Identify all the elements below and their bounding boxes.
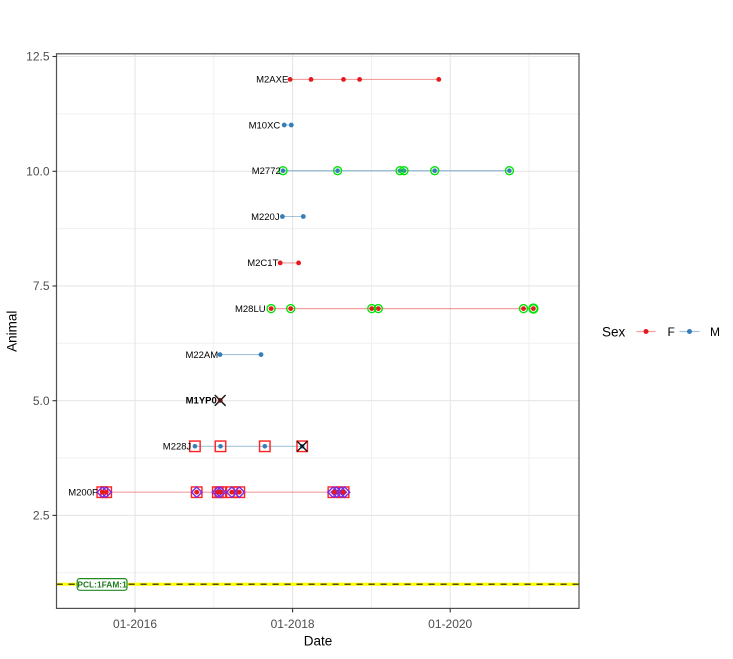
svg-text:F: F — [668, 325, 675, 339]
svg-text:10.0: 10.0 — [26, 165, 50, 179]
svg-text:2.5: 2.5 — [33, 509, 50, 523]
svg-text:01-2018: 01-2018 — [271, 617, 315, 631]
svg-text:7.5: 7.5 — [33, 279, 50, 293]
svg-text:M228J: M228J — [163, 442, 192, 453]
svg-text:M200F: M200F — [68, 488, 98, 499]
svg-text:M28LU: M28LU — [235, 304, 266, 315]
svg-text:M220J: M220J — [251, 212, 280, 223]
svg-text:01-2020: 01-2020 — [428, 617, 472, 631]
svg-text:Sex: Sex — [602, 324, 626, 339]
svg-text:M2C1T: M2C1T — [247, 258, 278, 269]
svg-text:M: M — [710, 325, 720, 339]
svg-text:01-2016: 01-2016 — [113, 617, 157, 631]
svg-text:12.5: 12.5 — [26, 50, 50, 64]
svg-text:M22AM: M22AM — [185, 350, 218, 361]
svg-text:PCL:1FAM:1: PCL:1FAM:1 — [77, 580, 127, 590]
svg-text:Animal: Animal — [5, 311, 20, 352]
svg-text:M10XC: M10XC — [249, 120, 281, 131]
svg-text:Date: Date — [304, 634, 333, 649]
svg-text:5.0: 5.0 — [33, 394, 50, 408]
svg-text:M2772: M2772 — [252, 166, 281, 177]
svg-text:M2AXE: M2AXE — [256, 75, 288, 86]
svg-text:M1YP0: M1YP0 — [186, 396, 217, 407]
